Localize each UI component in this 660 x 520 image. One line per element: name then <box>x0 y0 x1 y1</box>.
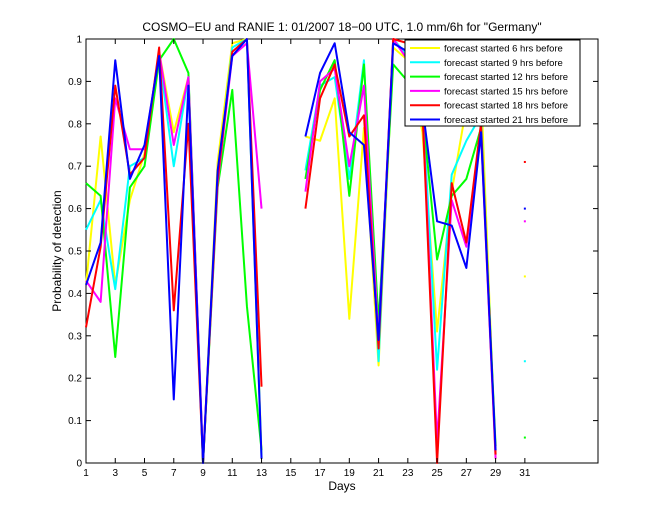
legend-item: forecast started 12 hrs before <box>410 72 568 83</box>
series-point <box>523 360 526 363</box>
legend-item: forecast started 15 hrs before <box>410 86 568 97</box>
series-point <box>523 436 526 439</box>
x-tick-label: 31 <box>519 468 531 479</box>
x-tick-label: 21 <box>373 468 385 479</box>
x-axis-label: Days <box>328 479 355 493</box>
legend-label: forecast started 21 hrs before <box>444 115 568 126</box>
x-tick-label: 3 <box>112 468 118 479</box>
y-tick-label: 0.7 <box>68 162 82 173</box>
x-tick-label: 25 <box>432 468 444 479</box>
legend: forecast started 6 hrs before forecast st… <box>404 39 581 127</box>
x-tick-label: 29 <box>490 468 502 479</box>
y-tick-label: 0.2 <box>68 374 82 385</box>
x-tick-label: 27 <box>461 468 473 479</box>
series-line <box>85 38 263 464</box>
series-line <box>304 38 497 464</box>
series-line <box>304 42 497 451</box>
series-6 <box>85 38 526 464</box>
x-tick-label: 15 <box>285 468 297 479</box>
legend-label: forecast started 9 hrs before <box>444 58 563 69</box>
y-tick-label: 0 <box>76 459 82 470</box>
series-5 <box>85 38 526 464</box>
legend-item: forecast started 6 hrs before <box>410 44 563 55</box>
x-tick-label: 7 <box>171 468 177 479</box>
series-line <box>85 38 263 464</box>
legend-label: forecast started 6 hrs before <box>444 44 563 55</box>
legend-item: forecast started 21 hrs before <box>410 115 568 126</box>
series-point <box>523 160 526 163</box>
x-tick-label: 9 <box>200 468 206 479</box>
legend-label: forecast started 15 hrs before <box>444 86 568 97</box>
y-tick-label: 0.1 <box>68 416 82 427</box>
chart-title: COSMO−EU and RANIE 1: 01/2007 18−00 UTC,… <box>142 20 541 34</box>
series-point <box>523 275 526 278</box>
y-tick-label: 0.3 <box>68 331 82 342</box>
series-point <box>523 207 526 210</box>
y-tick-label: 0.4 <box>68 289 82 300</box>
series-point <box>523 220 526 223</box>
legend-label: forecast started 12 hrs before <box>444 72 568 83</box>
x-tick-label: 5 <box>142 468 148 479</box>
x-tick-label: 17 <box>314 468 326 479</box>
y-tick-label: 0.5 <box>68 247 82 258</box>
legend-item: forecast started 9 hrs before <box>410 58 563 69</box>
series-line <box>304 38 497 459</box>
legend-label: forecast started 18 hrs before <box>444 101 568 112</box>
x-tick-label: 19 <box>344 468 356 479</box>
y-axis-label: Probability of detection <box>50 190 64 311</box>
y-tick-label: 0.6 <box>68 204 82 215</box>
legend-item: forecast started 18 hrs before <box>410 101 568 112</box>
tick-layer: 1 3 5 7 9 11 13 15 17 19 21 23 25 27 29 3100.10.20.30.4… <box>68 35 598 479</box>
x-tick-label: 13 <box>256 468 268 479</box>
y-tick-label: 0.9 <box>68 77 82 88</box>
y-tick-label: 0.8 <box>68 119 82 130</box>
x-tick-label: 1 <box>83 468 89 479</box>
x-tick-label: 23 <box>402 468 414 479</box>
x-tick-label: 11 <box>227 468 238 479</box>
legend-box <box>404 39 581 127</box>
y-tick-label: 1 <box>76 35 82 46</box>
series-line <box>85 38 263 464</box>
